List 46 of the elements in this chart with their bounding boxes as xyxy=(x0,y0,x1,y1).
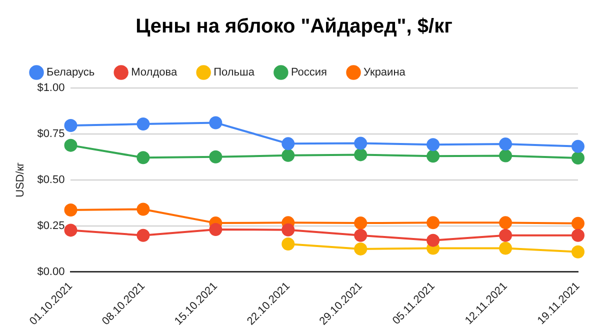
point xyxy=(426,216,440,230)
y-tick-label: $0.00 xyxy=(37,266,65,278)
point xyxy=(136,202,150,216)
point xyxy=(499,216,512,230)
point xyxy=(354,228,368,242)
legend-label: Украина xyxy=(364,66,406,79)
point xyxy=(354,242,368,256)
legend-label: Беларусь xyxy=(46,66,95,79)
point xyxy=(499,149,512,162)
point xyxy=(282,223,295,236)
point xyxy=(136,118,150,131)
point xyxy=(64,204,78,216)
point xyxy=(354,148,368,162)
point xyxy=(572,245,584,258)
chart-title: Цены на яблоко "Айдаред", $/кг xyxy=(136,16,452,38)
legend-label: Россия xyxy=(290,66,328,79)
point xyxy=(572,228,584,242)
y-tick-label: $1.00 xyxy=(37,82,65,94)
point xyxy=(572,140,584,153)
point xyxy=(426,150,440,163)
y-axis-title: USD/кг xyxy=(14,162,27,198)
point xyxy=(209,150,222,164)
point xyxy=(64,118,78,132)
point xyxy=(282,237,295,250)
point xyxy=(209,116,222,130)
point xyxy=(499,228,512,242)
point xyxy=(426,138,440,152)
point xyxy=(354,216,368,230)
point xyxy=(354,136,368,150)
y-tick-label: $0.75 xyxy=(37,128,65,140)
legend-label: Польша xyxy=(214,66,256,79)
point xyxy=(499,138,512,151)
point xyxy=(64,224,78,237)
point xyxy=(572,152,584,165)
point xyxy=(136,228,150,242)
y-tick-label: $0.25 xyxy=(37,220,65,232)
point xyxy=(136,151,150,164)
point xyxy=(426,234,440,247)
point xyxy=(572,216,584,230)
point xyxy=(64,138,78,152)
legend-label: Молдова xyxy=(131,66,178,79)
point xyxy=(499,242,512,255)
y-tick-label: $0.50 xyxy=(37,174,65,186)
point xyxy=(282,148,295,162)
point xyxy=(282,137,295,150)
point xyxy=(209,222,222,236)
